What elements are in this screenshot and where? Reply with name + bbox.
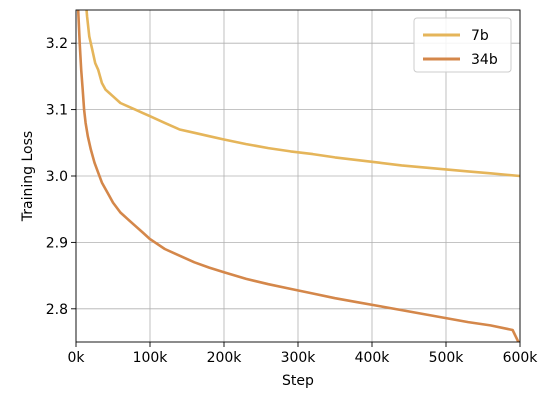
x-tick-label: 200k [207,350,243,366]
y-axis: 2.8 2.9 3.0 3.1 3.2 [46,36,76,318]
x-axis: 0k 100k 200k 300k 400k 500k 600k [67,342,538,366]
series-line-34b [76,10,520,342]
y-tick-label: 2.9 [46,235,68,251]
x-tick-label: 0k [67,350,85,366]
x-tick-label: 300k [281,350,317,366]
x-tick-label: 100k [133,350,169,366]
x-tick-label: 600k [503,350,539,366]
legend-label-34b: 34b [471,52,498,68]
x-tick-label: 400k [355,350,391,366]
legend-label-7b: 7b [471,28,489,44]
y-axis-title: Training Loss [20,131,36,222]
y-tick-label: 2.8 [46,302,68,318]
y-tick-label: 3.1 [46,103,68,119]
y-tick-label: 3.0 [46,169,68,185]
y-tick-label: 3.2 [46,36,68,52]
x-axis-title: Step [282,373,314,389]
x-tick-label: 500k [429,350,465,366]
legend: 7b 34b [413,17,512,73]
series-line-7b [85,10,520,178]
series-lines [76,10,520,342]
